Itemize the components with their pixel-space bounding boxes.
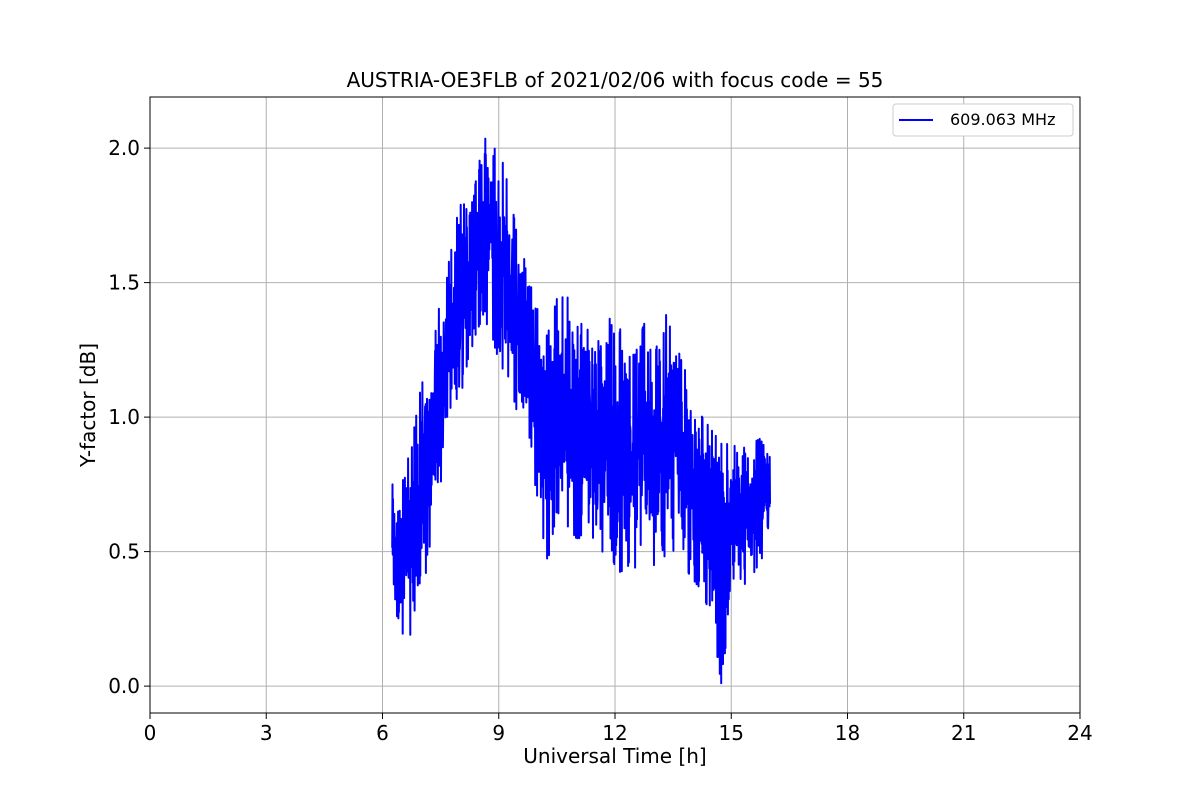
y-axis: 0.0 0.5 1.0 1.5 2.0 <box>108 136 150 698</box>
y-tick-label: 1.0 <box>108 405 140 429</box>
plot-area <box>391 137 771 685</box>
x-tick-label: 24 <box>1067 721 1092 745</box>
legend-label-609mhz: 609.063 MHz <box>950 110 1055 129</box>
x-axis: 0 3 6 9 12 15 18 21 24 <box>144 713 1093 745</box>
legend-box <box>892 103 1074 137</box>
x-tick-label: 9 <box>492 721 505 745</box>
y-tick-label: 2.0 <box>108 136 140 160</box>
x-tick-label: 6 <box>376 721 389 745</box>
x-tick-label: 12 <box>602 721 627 745</box>
legend: 609.063 MHz <box>892 103 1074 137</box>
y-tick-label: 0.0 <box>108 674 140 698</box>
y-axis-label: Y-factor [dB] <box>76 343 100 468</box>
x-tick-label: 3 <box>260 721 273 745</box>
x-tick-label: 18 <box>835 721 860 745</box>
x-tick-label: 0 <box>144 721 157 745</box>
series-line-609mhz <box>391 137 771 685</box>
y-tick-label: 0.5 <box>108 540 140 564</box>
chart-title: AUSTRIA-OE3FLB of 2021/02/06 with focus … <box>347 68 884 92</box>
x-tick-label: 21 <box>951 721 976 745</box>
x-axis-label: Universal Time [h] <box>523 744 706 768</box>
y-tick-label: 1.5 <box>108 271 140 295</box>
x-tick-label: 15 <box>719 721 744 745</box>
